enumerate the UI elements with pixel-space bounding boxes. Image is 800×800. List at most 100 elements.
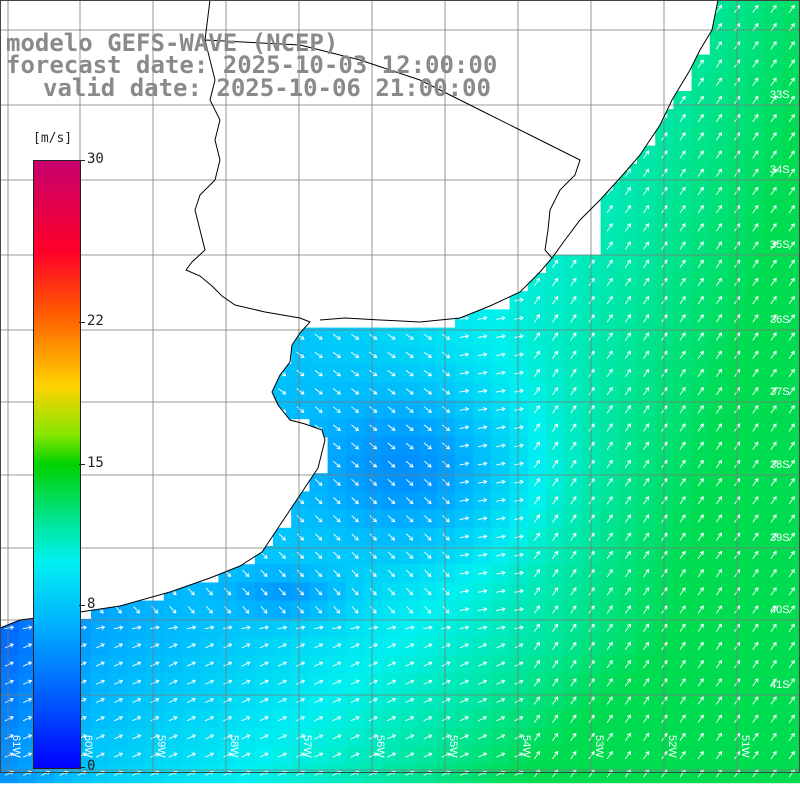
wind-arrow — [788, 732, 795, 742]
wind-arrow — [278, 533, 286, 541]
wind-arrow — [533, 732, 540, 742]
wind-arrow — [533, 441, 540, 450]
wind-arrow — [643, 168, 650, 177]
wind-arrow — [715, 441, 722, 450]
wind-arrow — [788, 223, 795, 232]
wind-arrow — [95, 661, 105, 667]
wind-arrow — [570, 423, 577, 432]
wind-arrow — [679, 605, 686, 614]
wind-arrow — [496, 516, 506, 521]
wind-arrow — [369, 388, 378, 395]
wind-arrow — [588, 350, 595, 359]
wind-arrow — [369, 424, 378, 432]
wind-arrow — [679, 332, 686, 341]
wind-arrow — [442, 551, 450, 559]
wind-arrow — [606, 405, 613, 414]
wind-arrow — [406, 569, 414, 578]
wind-arrow — [241, 625, 251, 630]
wind-arrow — [643, 277, 650, 287]
wind-arrow — [588, 405, 595, 414]
wind-arrow — [770, 241, 777, 250]
wind-arrow — [752, 223, 759, 232]
wind-arrow — [22, 625, 33, 630]
wind-arrow — [770, 132, 777, 141]
wind-arrow — [715, 95, 722, 105]
wind-arrow — [679, 514, 686, 523]
wind-arrow — [697, 386, 704, 396]
wind-arrow — [114, 643, 124, 649]
wind-arrow — [405, 716, 415, 722]
wind-arrow — [715, 295, 722, 305]
wind-arrow — [715, 59, 722, 68]
wind-arrow — [697, 332, 704, 341]
wind-arrow — [533, 641, 540, 651]
wind-arrow — [314, 478, 323, 486]
wind-arrow — [459, 388, 470, 394]
wind-arrow — [588, 550, 595, 560]
latitude-label: 40S — [770, 604, 790, 616]
wind-arrow — [752, 587, 759, 596]
wind-arrow — [23, 716, 33, 722]
wind-arrow — [552, 714, 559, 723]
wind-arrow — [459, 552, 470, 558]
wind-arrow — [770, 223, 777, 232]
wind-arrow — [606, 496, 613, 505]
wind-arrow — [295, 625, 306, 630]
wind-arrow — [278, 551, 286, 559]
wind-arrow — [715, 678, 722, 687]
wind-arrow — [588, 368, 595, 378]
wind-arrow — [224, 587, 232, 596]
wind-arrow — [424, 551, 432, 559]
wind-arrow — [224, 606, 232, 614]
wind-arrow — [459, 479, 470, 485]
wind-arrow — [459, 643, 469, 649]
wind-arrow — [351, 569, 359, 578]
wind-arrow — [570, 277, 577, 287]
wind-arrow — [770, 186, 777, 196]
wind-arrow — [624, 678, 631, 687]
wind-arrow — [368, 752, 378, 758]
wind-arrow — [643, 605, 650, 614]
wind-arrow — [277, 716, 287, 722]
wind-arrow — [570, 696, 577, 705]
wind-arrow — [770, 496, 777, 505]
wind-arrow — [624, 477, 631, 487]
wind-arrow — [369, 370, 378, 377]
wind-arrow — [570, 350, 577, 359]
wind-arrow — [406, 587, 414, 596]
wind-arrow — [132, 679, 142, 685]
wind-arrow — [770, 550, 777, 560]
wind-arrow — [442, 442, 451, 450]
wind-arrow — [168, 625, 179, 630]
wind-arrow — [715, 550, 722, 560]
wind-arrow — [788, 423, 795, 432]
wind-arrow — [770, 678, 777, 687]
latitude-label: 38S — [770, 459, 790, 471]
wind-arrow — [514, 534, 524, 539]
wind-arrow — [643, 459, 650, 469]
wind-arrow — [459, 625, 470, 630]
wind-arrow — [788, 641, 795, 651]
wind-arrow — [314, 533, 323, 541]
wind-arrow — [387, 333, 396, 340]
longitude-label: 60W — [82, 735, 94, 758]
wind-arrow — [296, 661, 306, 667]
wind-arrow — [459, 697, 469, 704]
wind-arrow — [533, 659, 540, 669]
wind-arrow — [350, 716, 360, 722]
wind-arrow — [715, 496, 722, 505]
wind-arrow — [241, 716, 251, 722]
wind-arrow — [788, 750, 795, 760]
wind-arrow — [624, 732, 631, 742]
wind-arrow — [752, 41, 759, 50]
wind-arrow — [315, 587, 323, 596]
wind-arrow — [624, 332, 631, 341]
wind-arrow — [442, 606, 450, 614]
wind-arrow — [643, 441, 650, 450]
longitude-label: 58W — [228, 735, 240, 758]
wind-arrow — [533, 314, 540, 323]
wind-arrow — [624, 168, 631, 177]
wind-arrow — [788, 132, 795, 141]
wind-arrow — [260, 569, 268, 578]
